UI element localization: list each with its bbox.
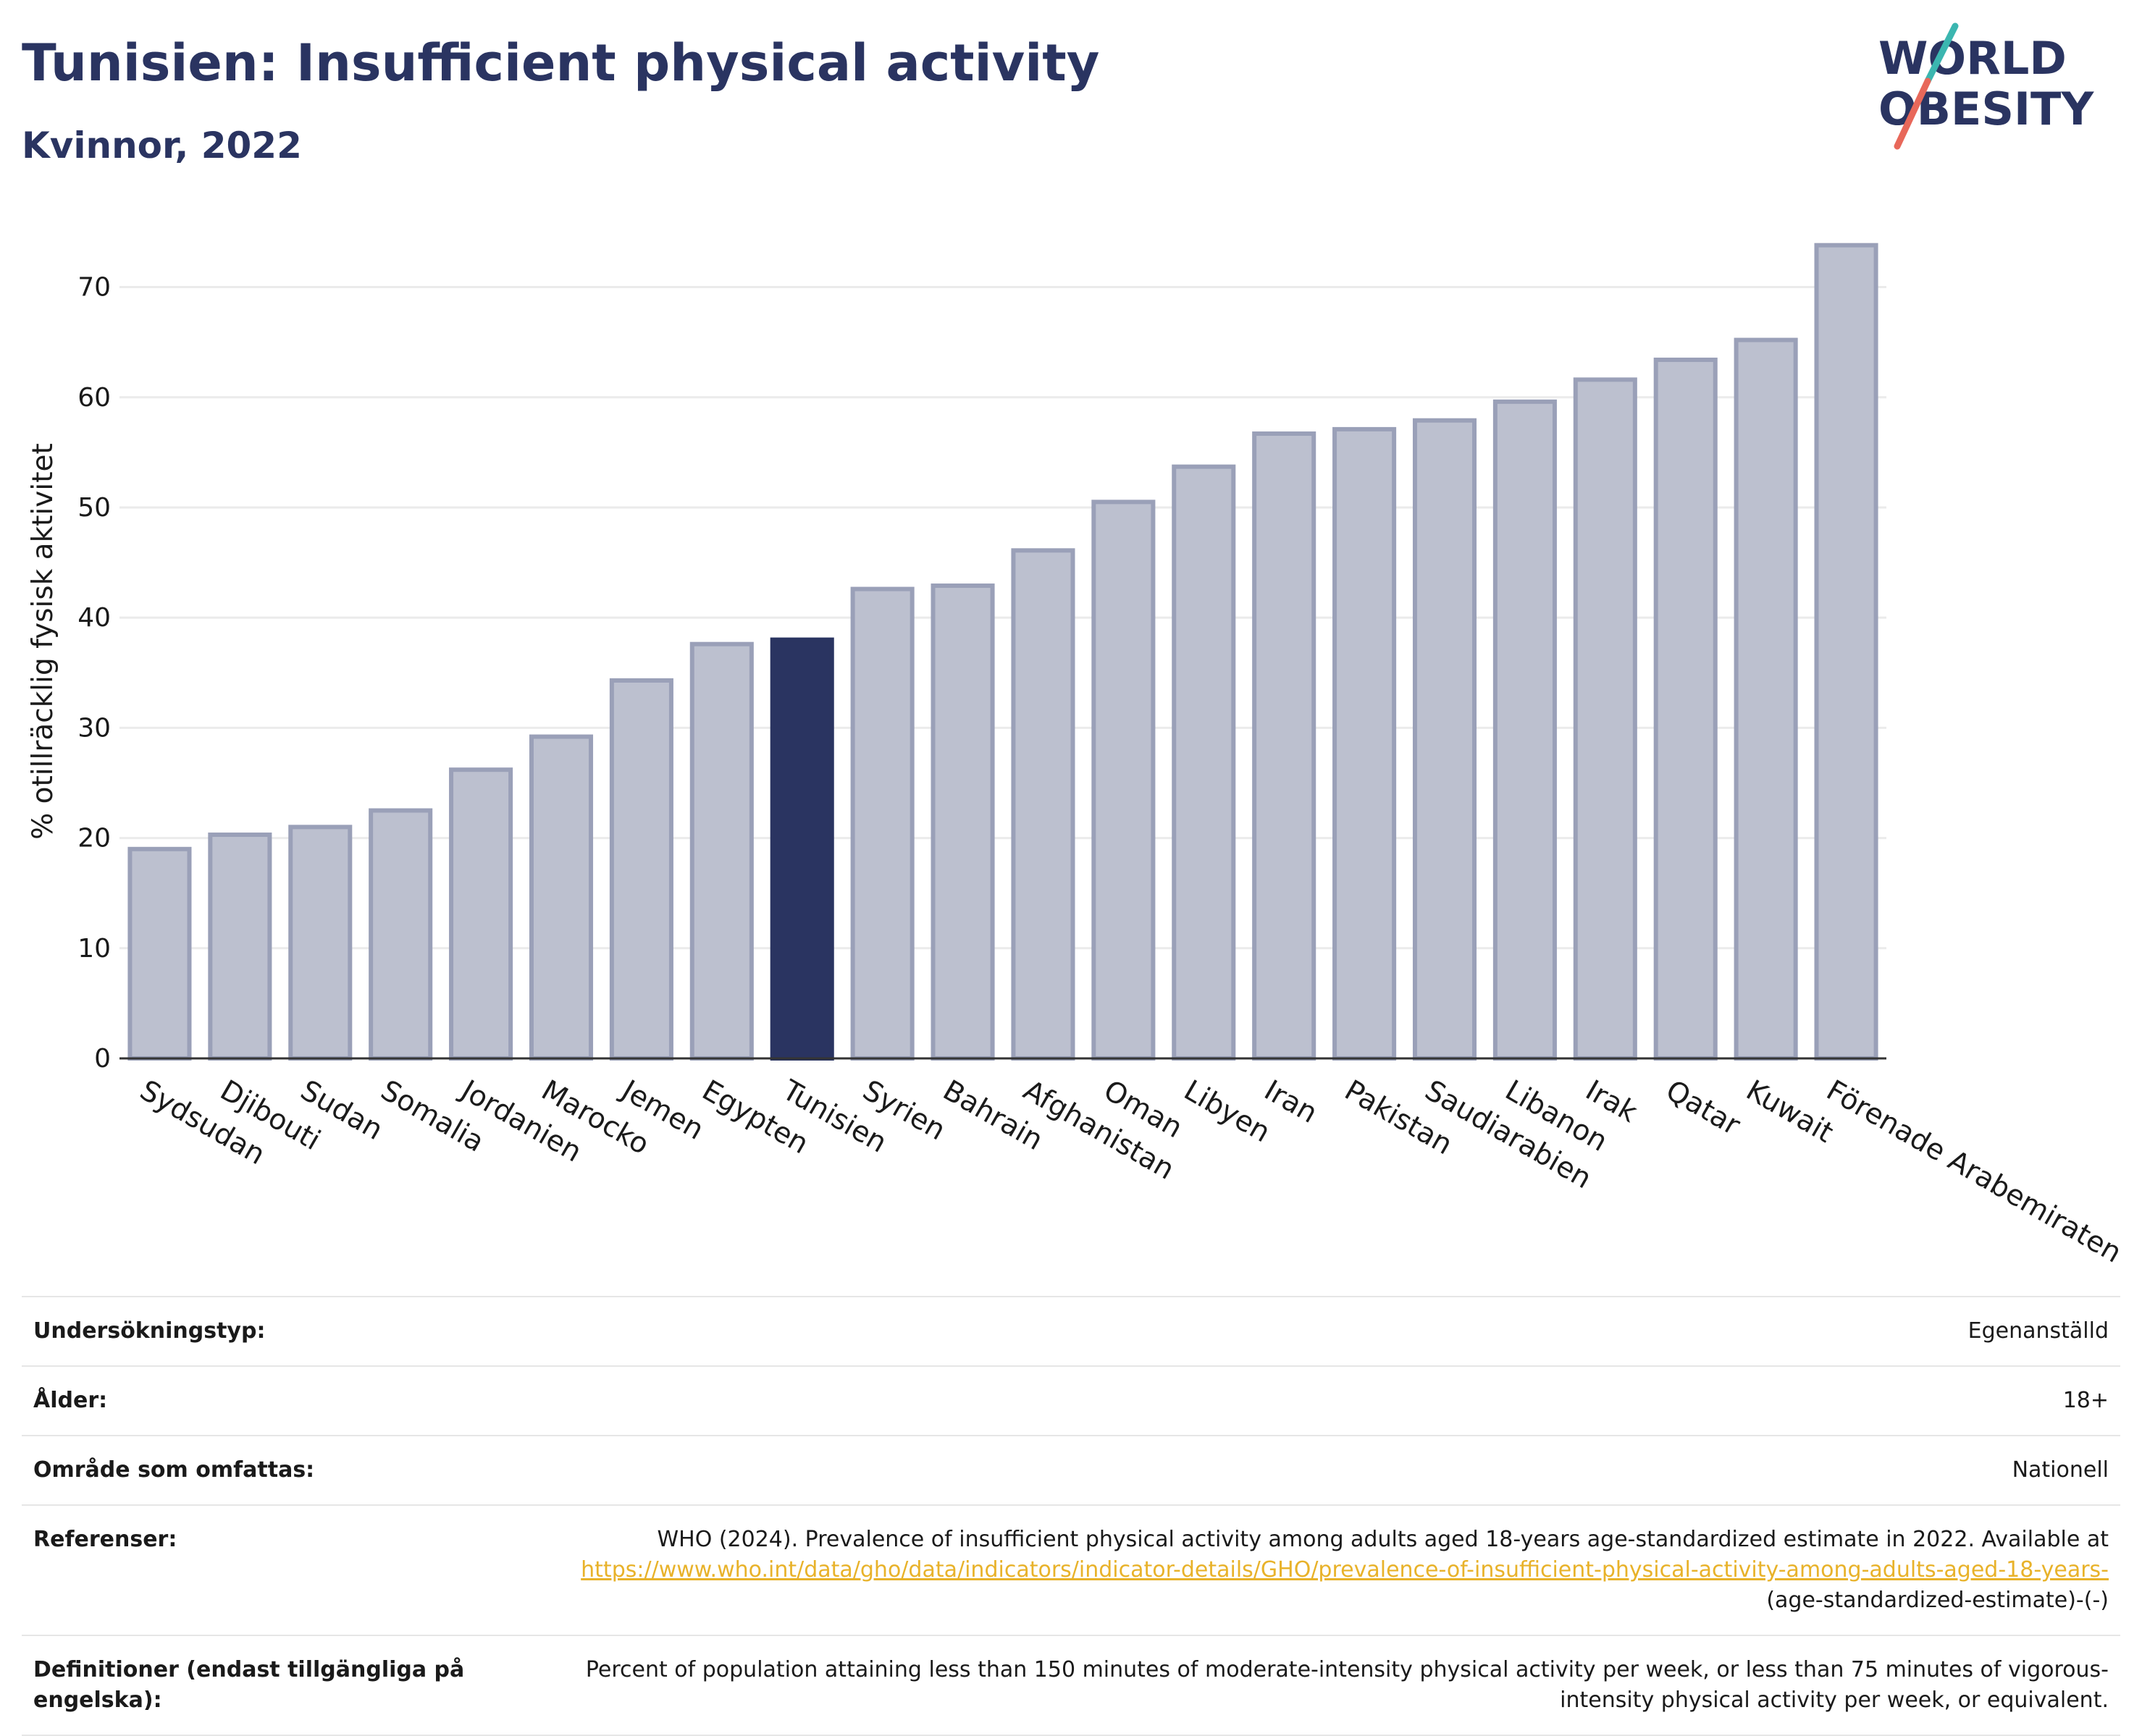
bar-förenade-arabemiraten — [1814, 243, 1878, 1061]
bar-iran — [1252, 431, 1316, 1061]
reference-link[interactable]: https://www.who.int/data/gho/data/indica… — [581, 1557, 2109, 1583]
meta-value: Percent of population attaining less tha… — [537, 1635, 2120, 1736]
y-tick-label: 20 — [77, 824, 111, 854]
meta-key: Område som omfattas: — [22, 1435, 537, 1506]
y-tick-label: 10 — [77, 934, 111, 964]
meta-key: Definitioner (endast tillgängliga på eng… — [22, 1635, 537, 1736]
bar-libyen — [1172, 464, 1236, 1061]
world-obesity-logo: WORLD OBESITY — [1878, 22, 2094, 150]
x-tick-label: Förenade Arabemiraten — [1821, 1074, 2128, 1270]
page-title: Tunisien: Insufficient physical activity — [22, 33, 1100, 93]
meta-key: Undersökningstyp: — [22, 1296, 537, 1367]
bar-sydsudan — [127, 846, 192, 1061]
bar-sudan — [288, 825, 353, 1061]
bar-afghanistan — [1011, 548, 1075, 1061]
y-tick-label: 60 — [77, 383, 111, 413]
meta-value: 18+ — [537, 1365, 2120, 1436]
bar-marocko — [529, 734, 594, 1061]
y-tick-label: 50 — [77, 493, 111, 523]
metadata-table: Undersökningstyp: Egenanställd Ålder: 18… — [22, 1296, 2120, 1736]
bar-jordanien — [449, 767, 513, 1061]
bar-bahrain — [931, 583, 995, 1061]
bar-egypten — [689, 641, 754, 1061]
reference-suffix: (age-standardized-estimate)-(-) — [1766, 1588, 2109, 1613]
bar-irak — [1573, 377, 1637, 1061]
y-tick-label: 40 — [77, 603, 111, 633]
bar-saudiarabien — [1412, 418, 1477, 1061]
meta-value: Nationell — [537, 1435, 2120, 1506]
x-tick-label: Libyen — [1178, 1074, 1275, 1150]
meta-value: Egenanställd — [537, 1296, 2120, 1367]
x-tick-label: Qatar — [1660, 1074, 1746, 1142]
page-subtitle: Kvinnor, 2022 — [22, 125, 302, 167]
meta-key: Ålder: — [22, 1365, 537, 1436]
meta-row-references: Referenser: WHO (2024). Prevalence of in… — [22, 1504, 2120, 1636]
meta-key: Referenser: — [22, 1504, 537, 1636]
meta-value: WHO (2024). Prevalence of insufficient p… — [537, 1504, 2120, 1636]
bar-jemen — [609, 678, 673, 1061]
bars — [127, 243, 1878, 1061]
x-tick-label: Kuwait — [1741, 1074, 1839, 1150]
meta-row-coverage: Område som omfattas: Nationell — [22, 1435, 2120, 1506]
bar-pakistan — [1332, 426, 1397, 1061]
bar-oman — [1091, 500, 1156, 1061]
y-tick-label: 30 — [77, 713, 111, 743]
meta-row-age: Ålder: 18+ — [22, 1365, 2120, 1436]
y-axis-label: % otillräcklig fysisk aktivitet — [27, 443, 59, 840]
axes: 010203040506070SydsudanDjiboutiSudanSoma… — [27, 273, 2127, 1270]
bar-syrien — [850, 586, 915, 1061]
bar-libanon — [1492, 399, 1557, 1061]
bar-chart: 010203040506070SydsudanDjiboutiSudanSoma… — [27, 243, 2127, 1270]
bar-somalia — [369, 808, 433, 1061]
bar-kuwait — [1734, 337, 1798, 1061]
reference-text: WHO (2024). Prevalence of insufficient p… — [657, 1527, 2109, 1552]
svg-text:WORLD: WORLD — [1878, 32, 2067, 85]
bar-tunisien — [770, 637, 834, 1061]
meta-row-definitions: Definitioner (endast tillgängliga på eng… — [22, 1635, 2120, 1736]
bar-qatar — [1653, 358, 1718, 1061]
meta-row-survey-type: Undersökningstyp: Egenanställd — [22, 1296, 2120, 1367]
y-tick-label: 70 — [77, 273, 111, 303]
y-tick-label: 0 — [94, 1044, 111, 1074]
bar-djibouti — [208, 833, 272, 1061]
